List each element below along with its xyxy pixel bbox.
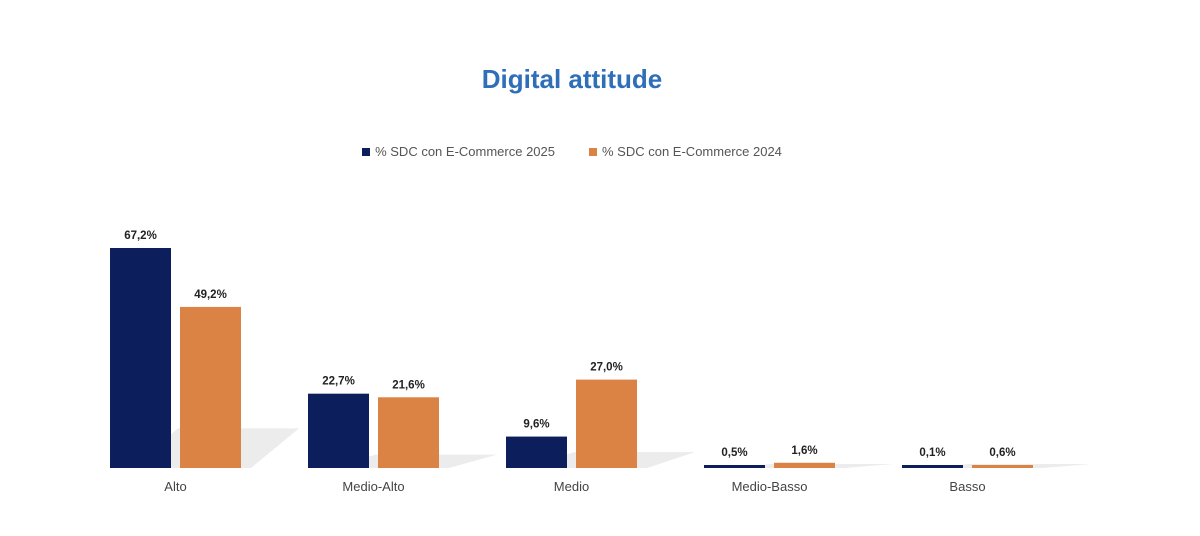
bar-basso-2025 [902, 465, 963, 468]
bar-medio-basso-2024 [774, 462, 835, 468]
data-label-medio-2024: 27,0% [590, 362, 623, 374]
data-label-medio-basso-2025: 0,5% [721, 447, 747, 459]
data-label-medio-2025: 9,6% [523, 419, 549, 431]
bar-alto-2024 [180, 306, 241, 468]
category-label: Alto [164, 479, 186, 494]
bar-medio-alto-2024 [378, 397, 439, 468]
legend-label-2024: % SDC con E-Commerce 2024 [602, 144, 782, 159]
data-label-medio-basso-2024: 1,6% [791, 445, 817, 457]
legend-swatch-2025 [362, 147, 371, 156]
category-label: Medio [554, 479, 589, 494]
legend-item-2025: % SDC con E-Commerce 2025 [362, 144, 555, 159]
bar-medio-2025 [506, 436, 567, 468]
data-label-basso-2024: 0,6% [989, 447, 1015, 459]
data-label-basso-2025: 0,1% [919, 447, 945, 459]
data-label-medio-alto-2024: 21,6% [392, 379, 425, 391]
bar-medio-2024 [576, 379, 637, 468]
category-label: Basso [949, 479, 985, 494]
bar-alto-2025 [110, 248, 171, 468]
legend-swatch-2024 [589, 147, 597, 156]
bar-medio-basso-2025 [704, 465, 765, 468]
legend: % SDC con E-Commerce 2025 % SDC con E-Co… [0, 144, 1144, 159]
chart-title: Digital attitude [481, 64, 663, 94]
legend-label-2025: % SDC con E-Commerce 2025 [375, 144, 555, 159]
legend-item-2024: % SDC con E-Commerce 2024 [589, 144, 782, 159]
bar-medio-alto-2025 [308, 393, 369, 468]
data-label-alto-2025: 67,2% [124, 230, 157, 242]
category-label: Medio-Basso [732, 479, 808, 494]
data-label-medio-alto-2025: 22,7% [322, 376, 355, 388]
category-label: Medio-Alto [342, 479, 404, 494]
data-label-alto-2024: 49,2% [194, 289, 227, 301]
bar-basso-2024 [972, 465, 1033, 468]
